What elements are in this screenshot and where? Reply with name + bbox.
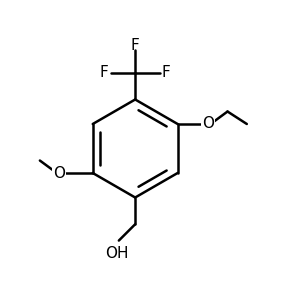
Text: F: F [162, 65, 170, 80]
Text: O: O [202, 116, 214, 132]
Text: F: F [100, 65, 109, 80]
Text: F: F [131, 38, 140, 53]
Text: OH: OH [106, 246, 129, 261]
Text: O: O [53, 165, 65, 181]
